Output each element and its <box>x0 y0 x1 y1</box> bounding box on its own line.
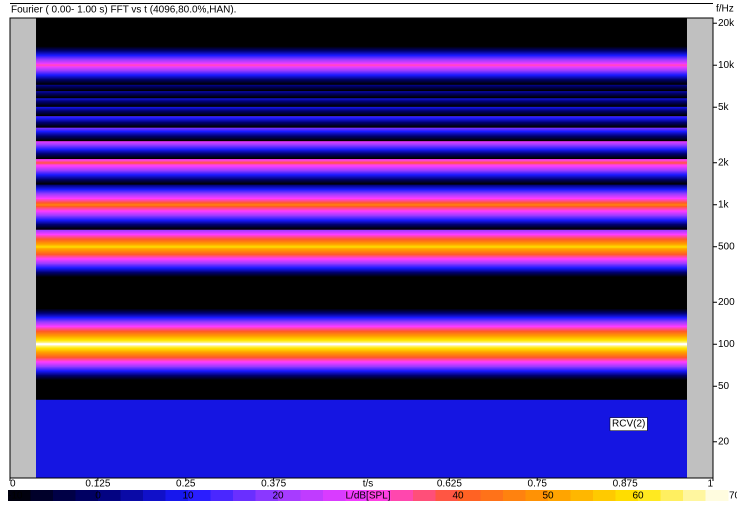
y-tick-label: 2k <box>718 157 730 168</box>
y-tick-label: 200 <box>718 297 735 308</box>
peak-band <box>36 204 687 206</box>
colorbar-tick-label: 20 <box>272 491 284 502</box>
y-tick-label: 20 <box>718 436 730 447</box>
annotation: RCV(2) <box>612 419 645 430</box>
x-tick-label: 0.75 <box>528 479 548 490</box>
colorbar-step <box>143 490 166 501</box>
y-tick-label: 10k <box>718 60 735 71</box>
x-tick-label: 0.875 <box>613 479 638 490</box>
x-tick-label: 0 <box>10 479 16 490</box>
colorbar-step <box>571 490 594 501</box>
colorbar-tick-label: -10 <box>8 491 23 502</box>
x-tick-label: 0.25 <box>176 479 196 490</box>
peak-band <box>36 64 687 66</box>
colorbar-step <box>211 490 234 501</box>
colorbar-tick-label: 50 <box>542 491 554 502</box>
y-tick-label: 5k <box>718 102 730 113</box>
colorbar-step <box>683 490 706 501</box>
x-tick-label: 1 <box>707 479 713 490</box>
chart: Fourier ( 0.00- 1.00 s) FFT vs t (4096,8… <box>0 0 737 512</box>
peak <box>36 180 687 230</box>
chart-title: Fourier ( 0.00- 1.00 s) FFT vs t (4096,8… <box>11 5 236 16</box>
colorbar-step <box>503 490 526 501</box>
x-tick-label: 0.625 <box>437 479 462 490</box>
colorbar-tick-label: 0 <box>95 491 101 502</box>
peak-band <box>36 246 687 248</box>
peak <box>36 308 687 381</box>
colorbar-label: L/dB[SPL] <box>345 491 390 502</box>
y-tick-label: 100 <box>718 339 735 350</box>
y-tick-label: 20k <box>718 18 735 29</box>
x-tick-label: 0.375 <box>261 479 286 490</box>
colorbar-step <box>593 490 616 501</box>
colorbar-tick-label: 10 <box>182 491 194 502</box>
colorbar-step <box>98 490 121 501</box>
y-tick-label: 500 <box>718 241 735 252</box>
colorbar-step <box>31 490 54 501</box>
peak-band <box>36 343 687 345</box>
colorbar-tick-label: 70 <box>729 491 737 502</box>
peak-band <box>36 162 687 164</box>
colorbar-step <box>413 490 436 501</box>
colorbar-tick-label: 60 <box>632 491 644 502</box>
colorbar-step <box>706 490 729 501</box>
colorbar-step <box>391 490 414 501</box>
x-tick-label: 0.125 <box>85 479 110 490</box>
colorbar-tick-label: 40 <box>452 491 464 502</box>
colorbar-step <box>301 490 324 501</box>
colorbar-step <box>53 490 76 501</box>
y-tick-label: 1k <box>718 199 730 210</box>
peak <box>36 46 687 85</box>
y-tick-label: 50 <box>718 381 730 392</box>
colorbar-step <box>661 490 684 501</box>
x-axis-label: t/s <box>363 479 374 490</box>
colorbar-step <box>481 490 504 501</box>
colorbar-step <box>233 490 256 501</box>
y-axis-label: f/Hz <box>716 4 734 15</box>
colorbar-step <box>323 490 346 501</box>
colorbar-step <box>121 490 144 501</box>
noise-floor <box>36 400 687 478</box>
